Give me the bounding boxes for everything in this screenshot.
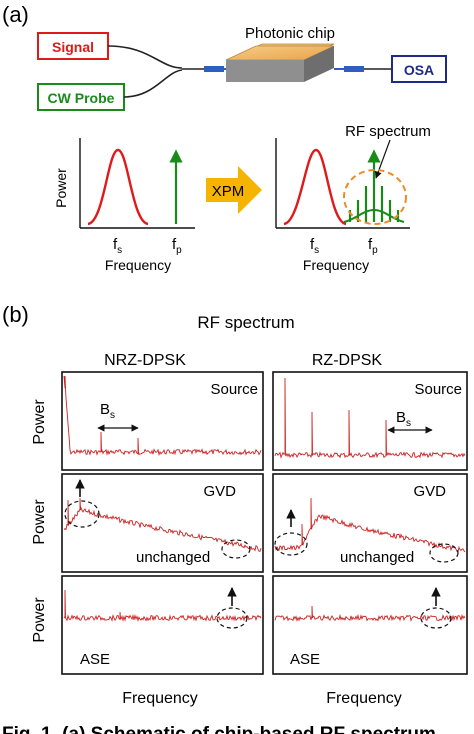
rz-ase-label: ASE bbox=[290, 651, 320, 668]
chip-label: Photonic chip bbox=[245, 25, 335, 42]
input-lensed-fiber bbox=[204, 66, 224, 72]
nrz-unchanged-label: unchanged bbox=[136, 549, 210, 566]
input-fs-tick: fs bbox=[113, 236, 122, 256]
rz-gvd-panel bbox=[272, 473, 468, 573]
rz-unchanged-label: unchanged bbox=[340, 549, 414, 566]
nrz-bandwidth-marker: Bs bbox=[97, 401, 139, 432]
rz-source-label: Source bbox=[414, 381, 462, 398]
nrz-frequency-label: Frequency bbox=[122, 690, 198, 707]
output-spectrum-plot: RF spectrum fs fp Frequency bbox=[275, 123, 431, 273]
figure-caption: Fig. 1. (a) Schematic of chip-based RF s… bbox=[2, 724, 436, 734]
input-frequency-axis-label: Frequency bbox=[105, 257, 171, 273]
rf-spectrum-circle bbox=[343, 169, 407, 225]
output-lensed-fiber bbox=[344, 66, 364, 72]
panel-b-title: RF spectrum bbox=[197, 313, 294, 332]
rz-gvd-circle-left bbox=[274, 532, 308, 556]
rz-source-trace bbox=[274, 377, 466, 459]
nrz-source-panel bbox=[61, 371, 264, 471]
cw-probe-label: CW Probe bbox=[48, 90, 115, 106]
row-source-power-label: Power bbox=[31, 399, 48, 445]
osa-label: OSA bbox=[404, 62, 434, 78]
xpm-arrow: XPM bbox=[206, 166, 262, 214]
input-spectrum-plot: Power fs fp Frequency bbox=[53, 138, 195, 273]
fiber-probe bbox=[123, 69, 183, 98]
nrz-gvd-trace bbox=[63, 497, 262, 552]
output-signal-peak bbox=[283, 148, 347, 226]
nrz-gvd-label: GVD bbox=[203, 483, 236, 500]
xpm-label: XPM bbox=[212, 183, 245, 200]
output-frequency-axis-label: Frequency bbox=[303, 257, 369, 273]
nrz-ase-circle bbox=[216, 607, 248, 629]
rf-spectrum-label: RF spectrum bbox=[345, 123, 431, 140]
output-fs-tick: fs bbox=[310, 236, 319, 256]
nrz-ase-label: ASE bbox=[80, 651, 110, 668]
input-power-axis-label: Power bbox=[53, 168, 69, 208]
rz-frequency-label: Frequency bbox=[326, 690, 402, 707]
signal-peak bbox=[87, 148, 149, 226]
nrz-ase-panel bbox=[61, 575, 264, 675]
output-fp-tick: fp bbox=[368, 236, 378, 256]
nrz-source-label: Source bbox=[210, 381, 258, 398]
signal-label: Signal bbox=[52, 39, 94, 55]
rz-gvd-label: GVD bbox=[413, 483, 446, 500]
signal-box: Signal bbox=[37, 32, 109, 60]
svg-text:Bs: Bs bbox=[396, 409, 411, 429]
svg-text:Bs: Bs bbox=[100, 401, 115, 421]
rz-source-panel bbox=[272, 371, 468, 471]
rf-sidebands bbox=[343, 149, 405, 223]
nrz-gvd-panel bbox=[61, 473, 264, 573]
input-fp-tick: fp bbox=[172, 236, 182, 256]
panel-b-label: (b) bbox=[2, 302, 29, 327]
fiber-signal bbox=[107, 45, 183, 69]
nrz-ase-trace bbox=[63, 589, 262, 623]
osa-box: OSA bbox=[391, 55, 447, 83]
column-rz-dpsk: RZ-DPSK bbox=[312, 352, 383, 369]
column-nrz-dpsk: NRZ-DPSK bbox=[104, 352, 186, 369]
nrz-gvd-circle-right bbox=[221, 539, 251, 559]
rz-ase-circle bbox=[420, 607, 452, 629]
photonic-chip bbox=[225, 43, 335, 82]
panel-a-label: (a) bbox=[2, 2, 29, 27]
row-ase-power-label: Power bbox=[31, 597, 48, 643]
rz-gvd-trace bbox=[274, 497, 466, 553]
rz-bandwidth-marker: Bs bbox=[387, 409, 433, 434]
rz-ase-trace bbox=[274, 605, 466, 622]
rz-gvd-circle-right bbox=[429, 543, 459, 563]
nrz-gvd-circle-left bbox=[64, 500, 100, 528]
cw-probe-box: CW Probe bbox=[37, 83, 125, 111]
row-gvd-power-label: Power bbox=[31, 499, 48, 545]
rz-ase-panel bbox=[272, 575, 468, 675]
nrz-source-trace bbox=[63, 375, 262, 457]
